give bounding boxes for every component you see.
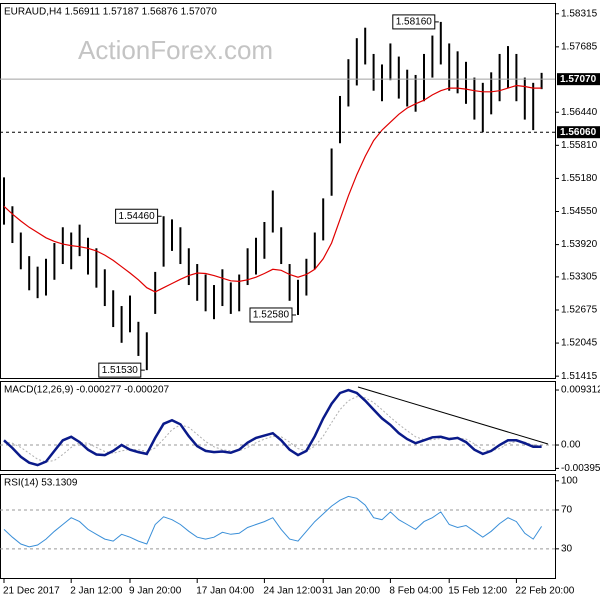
macd-signal [3,396,542,463]
y-tick-label: 1.56440 [561,107,598,118]
price-panel [0,3,556,379]
panel-title: EURAUD,H4 1.56911 1.57187 1.56876 1.5707… [4,7,217,18]
x-tick-label: 17 Jan 04:00 [196,586,254,597]
panel-title: MACD(12,26,9) -0.000277 -0.000207 [4,385,170,396]
y-tick-label: 1.57685 [561,41,598,52]
panel-title: RSI(14) 53.1309 [4,478,78,489]
annotation-label: 1.58160 [396,17,433,28]
macd-line [3,388,542,467]
y-tick-label: 100 [561,475,578,486]
y-tick-label: 1.55810 [561,140,598,151]
x-tick-label: 15 Feb 12:00 [448,586,507,597]
current-price-label: 1.57070 [560,74,597,85]
current-price-box [557,73,600,86]
x-tick-label: 31 Jan 20:00 [322,586,380,597]
y-tick-label: 0.009312 [561,385,600,396]
watermark: ActionForex.com [78,35,273,65]
macd-trendline [357,386,549,445]
x-tick-label: 8 Feb 04:00 [389,586,443,597]
macd-panel [0,381,556,471]
y-tick-label: -0.003958 [561,463,600,474]
annotation-label: 1.52580 [253,310,290,321]
annotation-label: 1.51530 [102,365,139,376]
y-tick-label: 1.52045 [561,338,598,349]
y-tick-label: 0.00 [561,440,581,451]
y-tick-label: 1.55180 [561,173,598,184]
x-tick-label: 9 Jan 20:00 [129,586,182,597]
rsi-panel [0,474,556,579]
annotation-label: 1.54460 [119,211,156,222]
y-tick-label: 70 [561,505,573,516]
rsi-line [3,495,543,548]
support-level-box [557,126,600,139]
y-tick-label: 1.52675 [561,305,598,316]
y-tick-label: 30 [561,543,573,554]
x-tick-label: 24 Jan 12:00 [263,586,321,597]
y-tick-label: 1.54550 [561,206,598,217]
x-tick-label: 21 Dec 2017 [3,586,60,597]
y-tick-label: 1.51415 [561,371,598,382]
support-level-label: 1.56060 [560,127,597,138]
y-tick-label: 1.53920 [561,239,598,250]
y-tick-label: 1.53305 [561,272,598,283]
x-tick-label: 2 Jan 12:00 [70,586,123,597]
x-tick-label: 22 Feb 20:00 [515,586,574,597]
y-tick-label: 1.58315 [561,8,598,19]
moving-average [3,84,542,293]
